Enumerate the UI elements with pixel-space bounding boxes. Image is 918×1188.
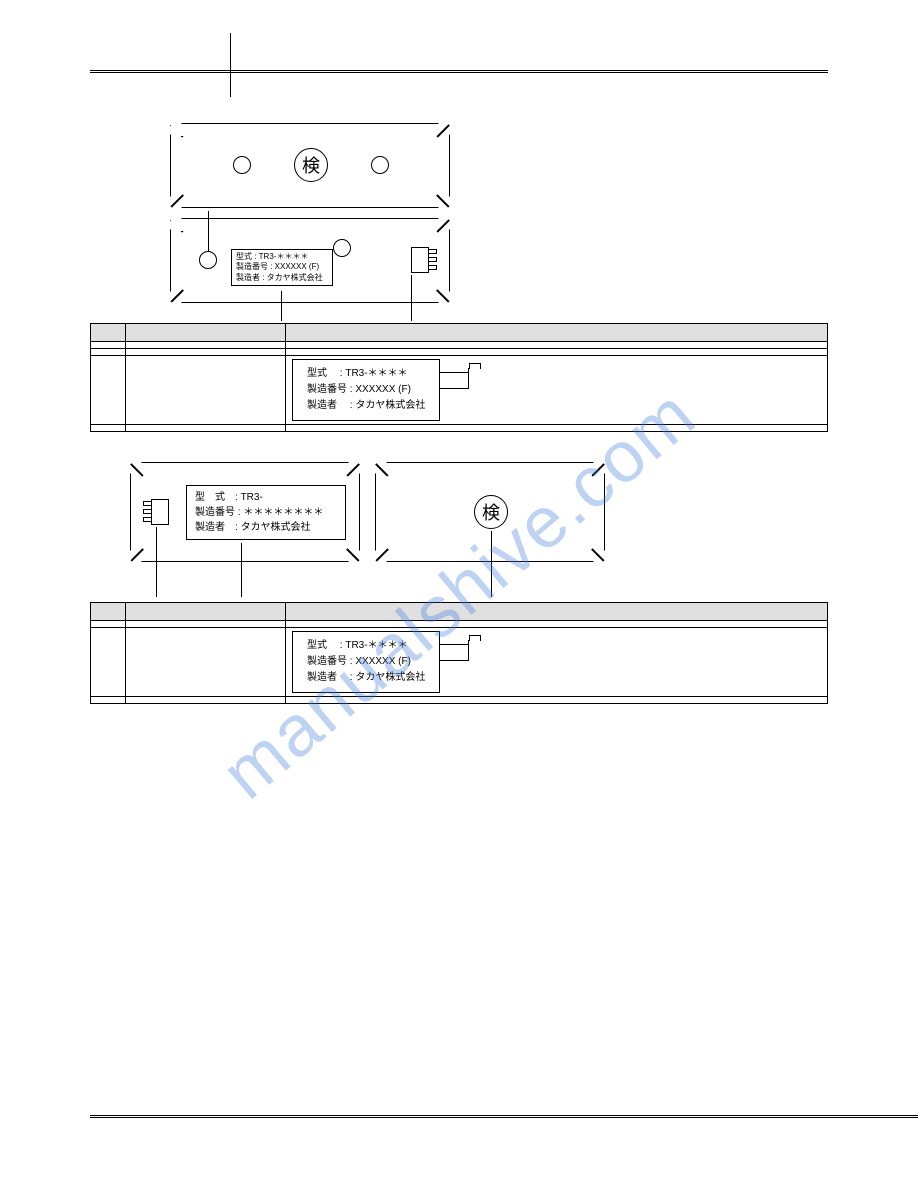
spec-table-1: 型式 : TR3-＊＊＊＊ 製造番号 : XXXXXX (F) 製造者 : タカ… <box>90 323 828 432</box>
table-cell <box>91 621 126 628</box>
inspection-mark: 検 <box>294 148 328 182</box>
label-key: 製造者 <box>195 522 225 533</box>
label-key: 型式 <box>236 252 252 261</box>
mounting-hole <box>233 156 251 174</box>
label-key: 製造者 <box>307 672 337 683</box>
device-box-top: 検 <box>170 123 450 208</box>
table-cell-label: 型式 : TR3-＊＊＊＊ 製造番号 : XXXXXX (F) 製造者 : タカ… <box>286 628 828 697</box>
table-cell-label: 型式 : TR3-＊＊＊＊ 製造番号 : XXXXXX (F) 製造者 : タカ… <box>286 356 828 425</box>
product-label-inline: 型式 : TR3-＊＊＊＊ 製造番号 : XXXXXX (F) 製造者 : タカ… <box>292 631 440 693</box>
table-cell <box>286 349 828 356</box>
label-val: タカヤ株式会社 <box>355 672 425 683</box>
label-key: 製造者 <box>236 273 260 282</box>
device-diagram-2: 型 式 : TR3- 製造番号 : ＊＊＊＊＊＊＊＊ 製造者 : タカヤ株式会社… <box>130 462 828 562</box>
label-val: XXXXXX (F) <box>355 384 411 395</box>
label-val: TR3-＊＊＊＊ <box>345 368 407 379</box>
table-cell <box>286 621 828 628</box>
leader-line <box>411 275 412 321</box>
table-cell <box>126 425 286 432</box>
label-val: XXXXXX (F) <box>275 262 319 271</box>
connector <box>411 247 439 273</box>
device-box-bottom: 型式 : TR3-＊＊＊＊ 製造番号 : XXXXXX (F) 製造者 : タカ… <box>170 218 450 303</box>
table-header <box>286 603 828 621</box>
mounting-hole <box>333 239 351 257</box>
spec-table-2: 型式 : TR3-＊＊＊＊ 製造番号 : XXXXXX (F) 製造者 : タカ… <box>90 602 828 704</box>
product-label: 型 式 : TR3- 製造番号 : ＊＊＊＊＊＊＊＊ 製造者 : タカヤ株式会社 <box>186 485 346 540</box>
leader-line <box>281 291 282 321</box>
table-cell <box>91 349 126 356</box>
table-header <box>91 324 126 342</box>
label-val: タカヤ株式会社 <box>355 400 425 411</box>
device-box-left: 型 式 : TR3- 製造番号 : ＊＊＊＊＊＊＊＊ 製造者 : タカヤ株式会社 <box>130 462 360 562</box>
table-cell <box>286 697 828 704</box>
table-cell <box>126 349 286 356</box>
table-cell <box>126 621 286 628</box>
label-key: 製造者 <box>307 400 337 411</box>
label-key: 型式 <box>307 368 327 379</box>
table-cell <box>91 697 126 704</box>
bottom-double-rule <box>90 1115 918 1118</box>
label-key: 製造番号 <box>307 656 347 667</box>
table-cell <box>286 425 828 432</box>
label-val: XXXXXX (F) <box>355 656 411 667</box>
page-content: 検 型式 : TR3-＊＊＊＊ 製造番号 : XXXXXX (F) 製造者 : … <box>90 73 828 704</box>
leader-line <box>491 531 492 597</box>
label-val: TR3-＊＊＊＊ <box>259 252 309 261</box>
kanji-text: 検 <box>482 499 500 525</box>
label-val: TR3- <box>241 492 263 503</box>
connector <box>141 499 169 525</box>
mounting-hole <box>371 156 389 174</box>
inspection-mark: 検 <box>474 495 508 529</box>
table-cell <box>91 628 126 697</box>
label-key: 製造番号 <box>195 507 235 518</box>
table-cell <box>126 356 286 425</box>
table-cell <box>126 697 286 704</box>
product-label-inline: 型式 : TR3-＊＊＊＊ 製造番号 : XXXXXX (F) 製造者 : タカ… <box>292 359 440 421</box>
table-header <box>91 603 126 621</box>
leader-line <box>156 527 157 597</box>
label-key: 型式 <box>307 640 327 651</box>
product-label: 型式 : TR3-＊＊＊＊ 製造番号 : XXXXXX (F) 製造者 : タカ… <box>231 249 333 286</box>
label-val: TR3-＊＊＊＊ <box>345 640 407 651</box>
label-val: タカヤ株式会社 <box>241 522 311 533</box>
table-cell <box>126 628 286 697</box>
label-key: 型 式 <box>195 492 225 503</box>
table-header <box>286 324 828 342</box>
device-box-right: 検 <box>375 462 605 562</box>
device-diagram-1: 検 型式 : TR3-＊＊＊＊ 製造番号 : XXXXXX (F) 製造者 : … <box>170 123 828 303</box>
table-cell <box>91 425 126 432</box>
leader-line <box>230 33 231 97</box>
table-cell <box>126 342 286 349</box>
label-val: タカヤ株式会社 <box>267 273 323 282</box>
table-cell <box>286 342 828 349</box>
label-key: 製造番号 <box>307 384 347 395</box>
table-header <box>126 603 286 621</box>
kanji-text: 検 <box>302 152 320 178</box>
table-header <box>126 324 286 342</box>
table-cell <box>91 342 126 349</box>
table-cell <box>91 356 126 425</box>
mounting-hole <box>199 251 217 269</box>
leader-line <box>208 211 209 251</box>
label-key: 製造番号 <box>236 262 268 271</box>
leader-line <box>241 543 242 597</box>
label-val: ＊＊＊＊＊＊＊＊ <box>243 507 323 518</box>
